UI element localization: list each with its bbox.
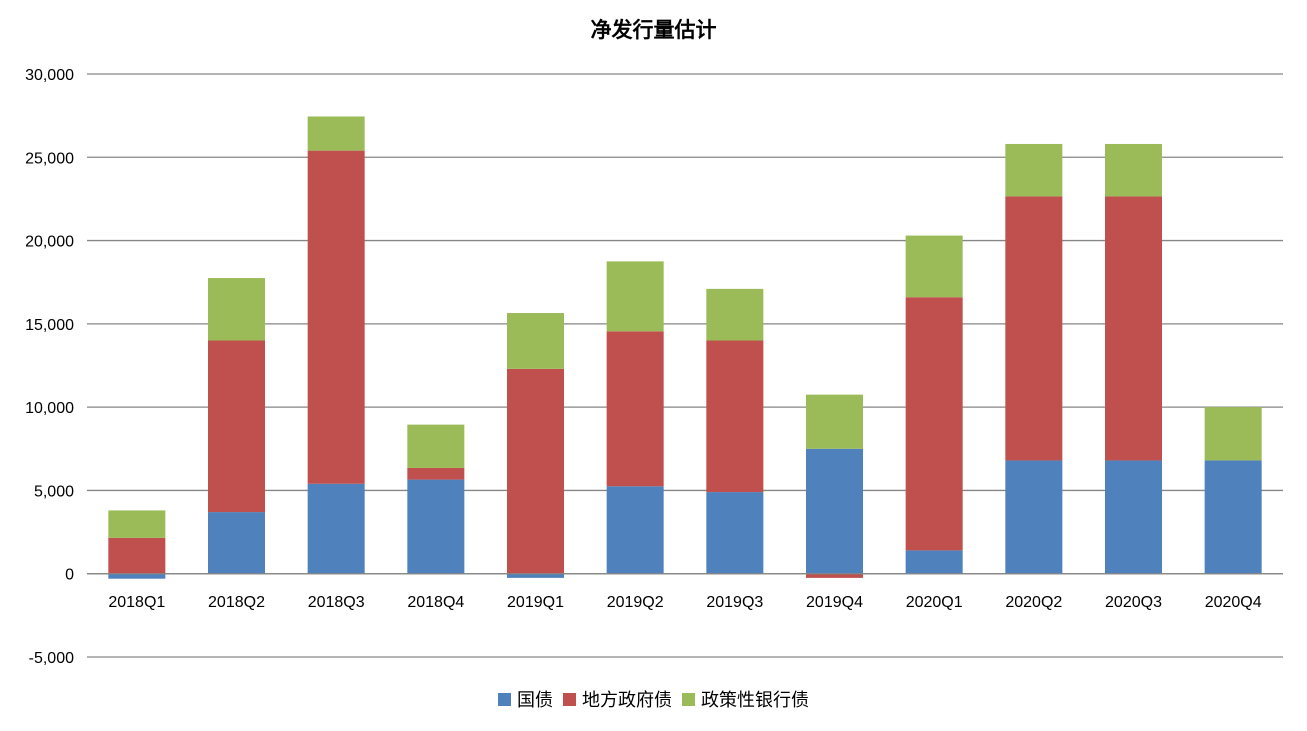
bar-segment <box>806 448 863 574</box>
y-tick-label: 10,000 <box>25 400 74 417</box>
bar-segment <box>1204 460 1262 574</box>
x-tick-label: 2020Q1 <box>906 594 963 611</box>
bar-segment <box>905 550 963 574</box>
bar-segment <box>1005 143 1063 197</box>
x-tick-label: 2018Q1 <box>108 594 165 611</box>
bar-segment <box>208 512 265 574</box>
x-tick-label: 2020Q3 <box>1105 594 1162 611</box>
y-tick-label: 25,000 <box>25 150 74 167</box>
y-tick-label: 15,000 <box>25 317 74 334</box>
legend-swatch <box>498 692 511 706</box>
y-tick-label: 0 <box>65 567 74 584</box>
bar-segment <box>407 424 465 468</box>
legend-swatch <box>682 692 695 706</box>
x-tick-label: 2019Q3 <box>706 594 763 611</box>
bar-segment <box>905 235 963 298</box>
legend-swatch <box>563 692 576 706</box>
bar-segment <box>108 573 166 579</box>
x-tick-label: 2018Q2 <box>208 594 265 611</box>
x-tick-label: 2019Q4 <box>806 594 863 611</box>
x-tick-label: 2020Q4 <box>1205 594 1262 611</box>
bar-segment <box>706 340 764 493</box>
bar-segment <box>806 573 863 578</box>
bar-segment <box>606 331 664 487</box>
bar-segment <box>1204 407 1262 461</box>
chart-legend: 国债 地方政府债 政策性银行债 <box>0 686 1307 712</box>
y-tick-label: 5,000 <box>34 483 74 500</box>
y-tick-label: 30,000 <box>25 67 74 84</box>
bar-segment <box>307 483 365 574</box>
x-tick-label: 2019Q1 <box>507 594 564 611</box>
bar-segment <box>208 278 265 341</box>
bar-segment <box>108 510 166 538</box>
x-tick-label: 2020Q2 <box>1005 594 1062 611</box>
bar-segment <box>1105 460 1162 574</box>
legend-label: 国债 <box>517 690 553 711</box>
bar-segment <box>507 368 564 574</box>
bar-segment <box>806 394 863 449</box>
legend-item: 地方政府债 <box>563 686 672 712</box>
x-tick-label: 2019Q2 <box>607 594 664 611</box>
bar-segment <box>606 261 664 332</box>
bar-segment <box>507 313 564 369</box>
bar-segment <box>407 479 465 574</box>
bar-segment <box>407 467 465 480</box>
chart-plot: -5,000 0 5,000 10,000 15,000 20,000 25,000 30,0… <box>25 67 1283 667</box>
legend-item: 政策性银行债 <box>682 686 809 712</box>
x-tick-label: 2018Q4 <box>407 594 464 611</box>
bar-segment <box>507 573 564 578</box>
x-tick-label: 2018Q3 <box>308 594 365 611</box>
bar-segment <box>108 537 166 574</box>
bar-segment <box>1005 460 1063 574</box>
bar-segment <box>1105 143 1162 197</box>
bar-segment <box>905 297 963 551</box>
y-tick-label: -5,000 <box>29 650 74 667</box>
chart-title: 净发行量估计 <box>590 18 717 42</box>
bar-segment <box>706 492 764 574</box>
bar-segment <box>1105 196 1162 461</box>
bar-segment <box>208 340 265 513</box>
bar-segment <box>1005 196 1063 461</box>
bar-segment <box>307 150 365 484</box>
bar-segment <box>606 486 664 574</box>
bar-segment <box>706 288 764 341</box>
y-tick-label: 20,000 <box>25 234 74 251</box>
legend-label: 政策性银行债 <box>701 690 809 711</box>
bar-segment <box>307 116 365 151</box>
legend-label: 地方政府债 <box>582 690 672 711</box>
legend-item: 国债 <box>498 686 553 712</box>
